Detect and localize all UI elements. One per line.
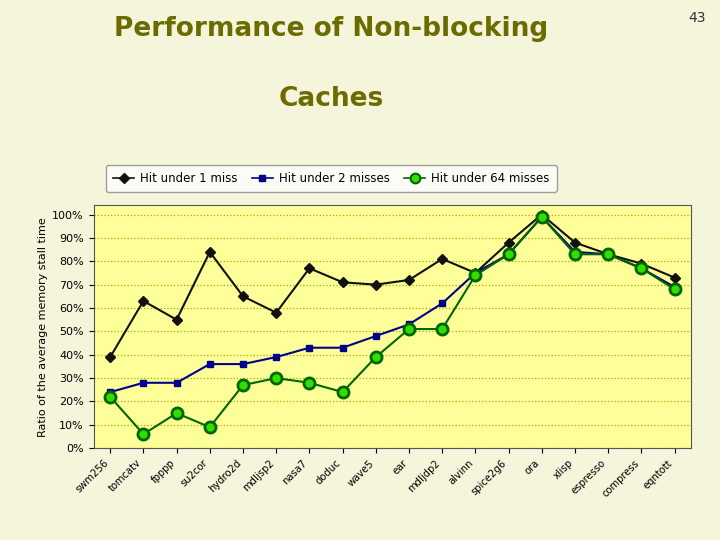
Legend: Hit under 1 miss, Hit under 2 misses, Hit under 64 misses: Hit under 1 miss, Hit under 2 misses, Hi… [106, 165, 557, 192]
Text: Performance of Non-blocking: Performance of Non-blocking [114, 16, 549, 42]
Text: 43: 43 [688, 11, 706, 25]
Y-axis label: Ratio of the average memory stall time: Ratio of the average memory stall time [38, 217, 48, 436]
Text: Caches: Caches [279, 86, 384, 112]
